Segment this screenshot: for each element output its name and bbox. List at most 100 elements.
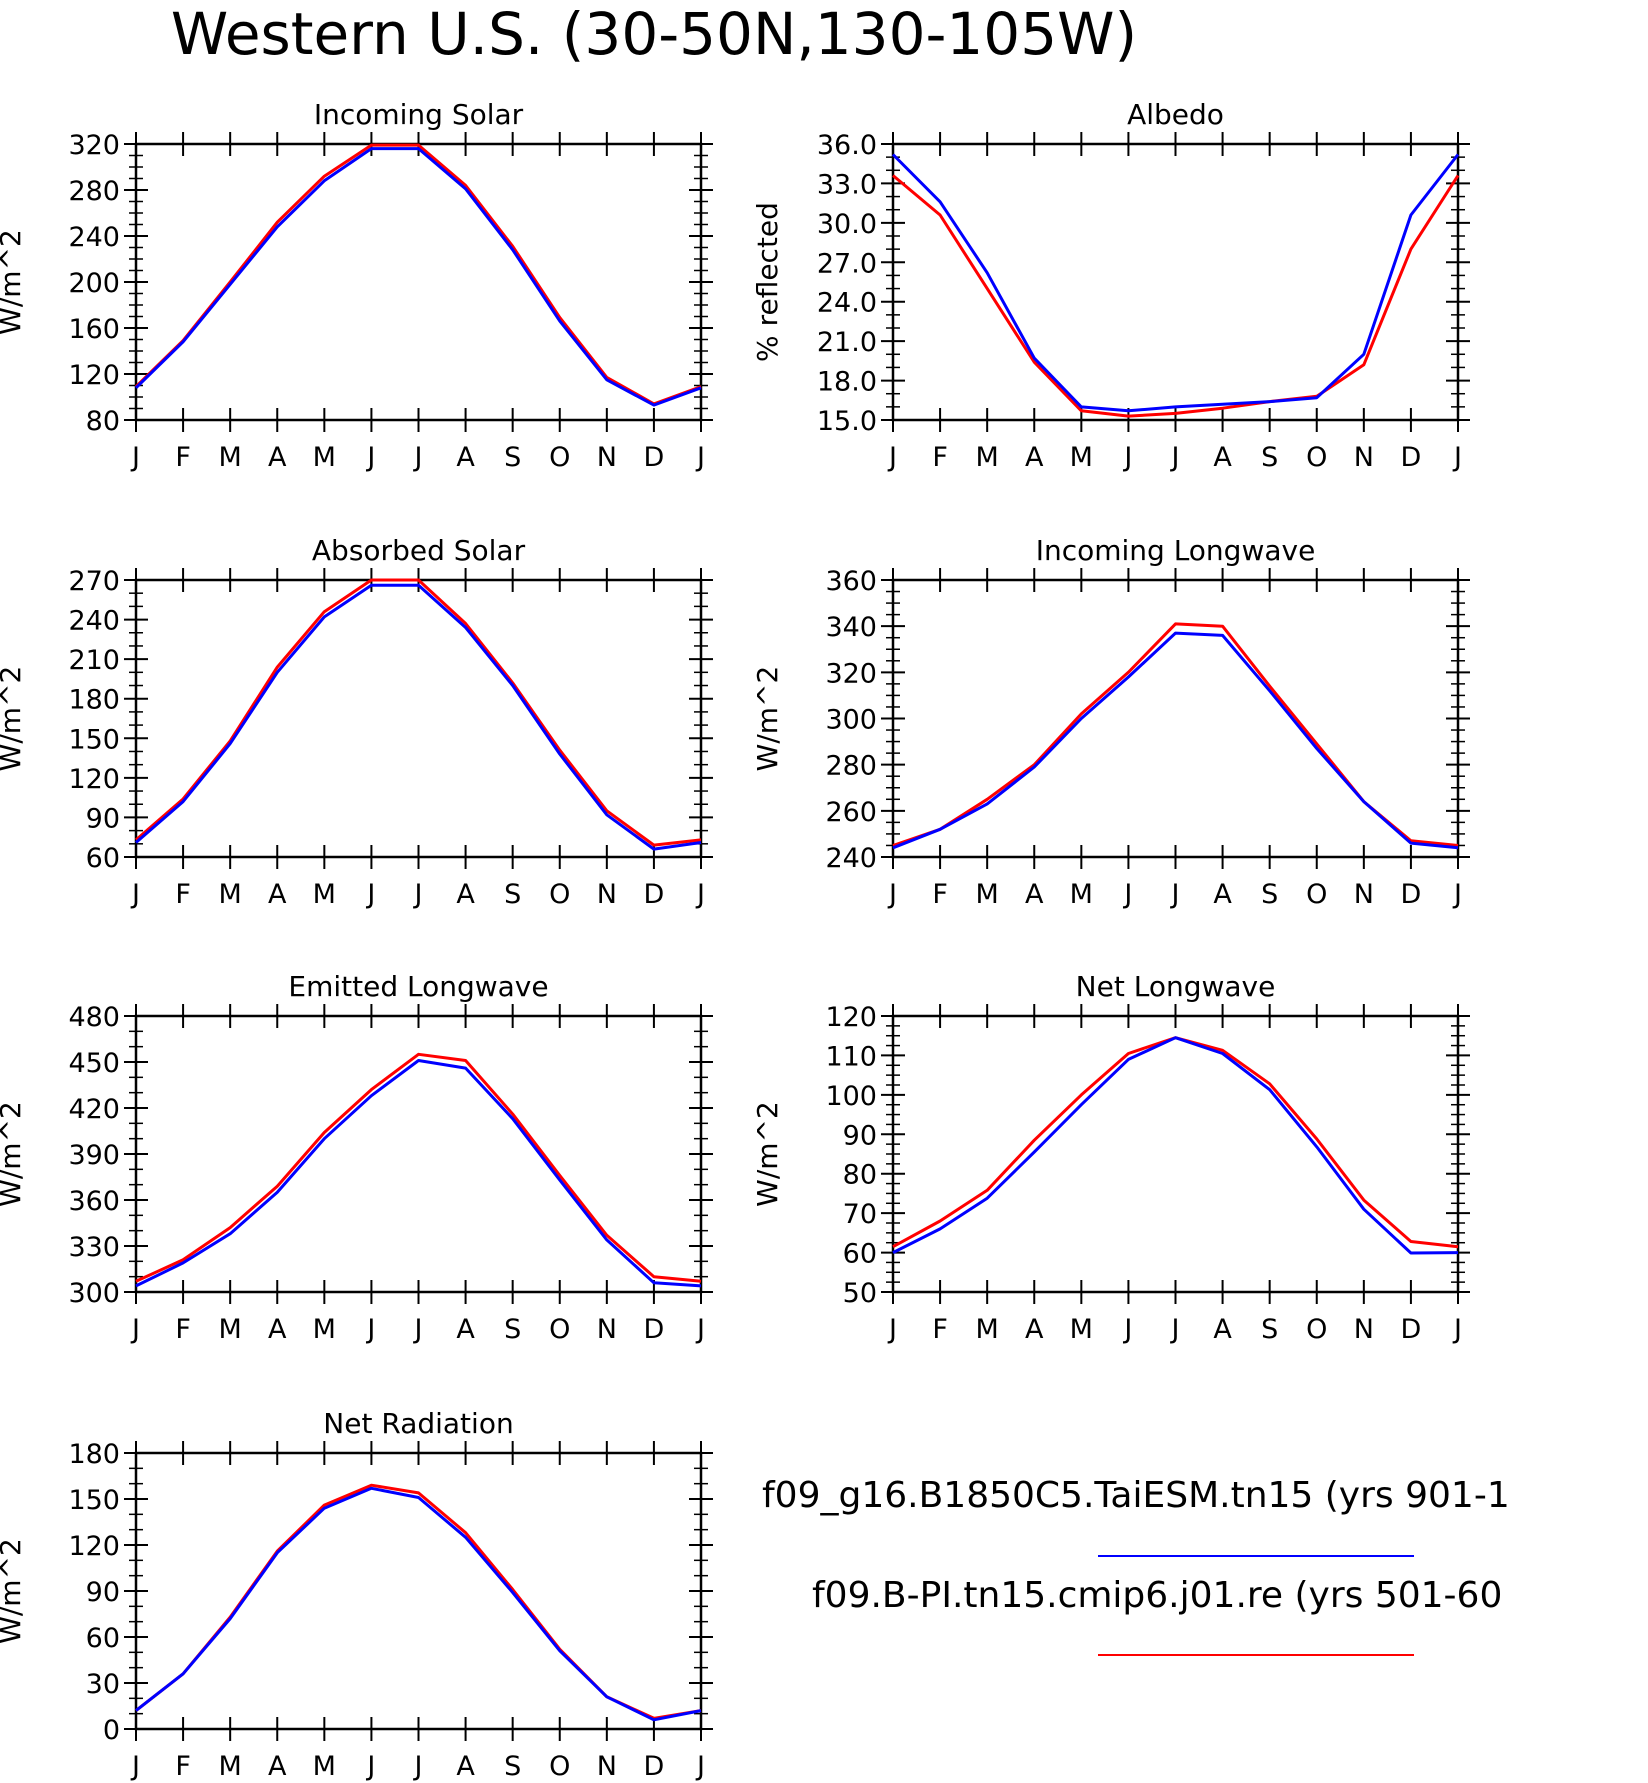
y-tick-label: 90	[86, 803, 120, 834]
x-tick-label: M	[219, 1751, 242, 1782]
x-tick-label: J	[695, 879, 705, 910]
x-tick-label: N	[597, 879, 617, 910]
y-tick-label: 70	[843, 1199, 877, 1230]
x-tick-label: F	[932, 879, 948, 910]
y-tick-label: 15.0	[817, 406, 877, 437]
y-tick-label: 260	[825, 797, 877, 828]
x-tick-label: A	[456, 442, 475, 473]
series-line-red	[892, 174, 1460, 418]
y-tick-label: 36.0	[817, 130, 877, 161]
series-line-red	[135, 1052, 702, 1283]
series-line-blue	[135, 1059, 702, 1288]
x-tick-label: J	[1170, 879, 1180, 910]
x-tick-label: M	[976, 442, 999, 473]
y-tick-label: 240	[825, 843, 877, 874]
x-tick-label: M	[313, 1751, 336, 1782]
y-tick-label: 390	[68, 1140, 120, 1171]
x-tick-label: J	[1122, 1314, 1132, 1345]
x-tick-label: F	[175, 442, 191, 473]
x-tick-label: S	[1261, 1314, 1278, 1345]
x-tick-label: A	[268, 1314, 287, 1345]
x-tick-label: J	[130, 1751, 140, 1782]
y-tick-label: 120	[68, 1531, 120, 1562]
series-line-blue	[892, 631, 1459, 850]
x-tick-label: S	[504, 442, 521, 473]
series-line-blue	[891, 153, 1460, 413]
series-line-blue	[135, 583, 702, 851]
panel-absorbed-solar: J F M A M J J A S O N D J6090120150180210240270W/m^2…	[0, 534, 713, 910]
x-tick-label: A	[268, 1751, 287, 1782]
x-tick-label: N	[597, 1314, 617, 1345]
x-tick-label: O	[549, 442, 570, 473]
y-tick-label: 360	[68, 1186, 120, 1217]
series-line-red	[135, 578, 702, 847]
y-axis-label: W/m^2	[751, 666, 784, 772]
panel-title: Albedo	[1127, 98, 1224, 131]
x-tick-label: N	[597, 442, 617, 473]
y-tick-label: 30	[86, 1669, 120, 1700]
series-line-red	[892, 1036, 1459, 1249]
y-tick-label: 90	[86, 1577, 120, 1608]
x-tick-label: S	[1261, 879, 1278, 910]
x-tick-label: J	[695, 442, 705, 473]
x-tick-label: S	[504, 1314, 521, 1345]
x-tick-label: A	[1025, 442, 1044, 473]
x-tick-label: A	[456, 1751, 475, 1782]
y-axis-label: % reflected	[751, 202, 784, 362]
y-tick-label: 240	[68, 222, 120, 253]
y-tick-label: 300	[68, 1278, 120, 1309]
x-tick-label: J	[1170, 1314, 1180, 1345]
plot-frame	[134, 142, 703, 422]
x-tick-label: A	[1213, 442, 1232, 473]
y-axis-label: W/m^2	[0, 1538, 27, 1644]
y-axis-label: W/m^2	[751, 1101, 784, 1207]
series-line-red	[135, 1483, 702, 1720]
y-tick-label: 60	[86, 1623, 120, 1654]
y-tick-label: 120	[68, 360, 120, 391]
y-tick-label: 210	[68, 645, 120, 676]
x-tick-label: O	[1306, 1314, 1327, 1345]
y-tick-label: 120	[825, 1002, 877, 1033]
x-tick-label: M	[976, 1314, 999, 1345]
x-tick-label: M	[1070, 879, 1093, 910]
y-tick-label: 100	[825, 1081, 877, 1112]
panel-albedo: J F M A M J J A S O N D J15.018.021.024.027.030.033.…	[751, 98, 1470, 473]
x-tick-label: J	[365, 879, 375, 910]
y-tick-label: 21.0	[817, 327, 877, 358]
x-tick-label: D	[1401, 879, 1422, 910]
plot-frame	[134, 578, 703, 859]
plot-frame	[891, 578, 1460, 859]
y-axis-label: W/m^2	[0, 666, 27, 772]
y-tick-label: 120	[68, 764, 120, 795]
y-tick-label: 180	[68, 685, 120, 716]
x-tick-label: S	[1261, 442, 1278, 473]
x-tick-label: J	[1452, 879, 1462, 910]
x-tick-label: J	[413, 442, 423, 473]
y-tick-label: 150	[68, 1485, 120, 1516]
x-tick-label: J	[1452, 1314, 1462, 1345]
y-axis-label: W/m^2	[0, 1101, 27, 1207]
panel-title: Net Radiation	[323, 1407, 513, 1440]
x-tick-label: M	[219, 879, 242, 910]
x-tick-label: J	[887, 1314, 897, 1345]
x-tick-label: J	[413, 879, 423, 910]
panel-title: Net Longwave	[1076, 970, 1276, 1003]
x-tick-label: M	[219, 1314, 242, 1345]
x-tick-label: D	[1401, 442, 1422, 473]
x-tick-label: J	[695, 1751, 705, 1782]
panel-title: Absorbed Solar	[312, 534, 526, 567]
plot-frame	[134, 1014, 703, 1294]
y-tick-label: 50	[843, 1278, 877, 1309]
y-tick-label: 320	[68, 130, 120, 161]
x-tick-label: M	[313, 442, 336, 473]
x-tick-label: O	[549, 1314, 570, 1345]
x-tick-label: D	[644, 879, 665, 910]
x-tick-label: S	[504, 1751, 521, 1782]
x-tick-label: M	[1070, 442, 1093, 473]
x-tick-label: J	[365, 1751, 375, 1782]
y-tick-label: 180	[68, 1439, 120, 1470]
x-tick-label: F	[932, 442, 948, 473]
y-tick-label: 280	[825, 751, 877, 782]
x-tick-label: A	[456, 879, 475, 910]
